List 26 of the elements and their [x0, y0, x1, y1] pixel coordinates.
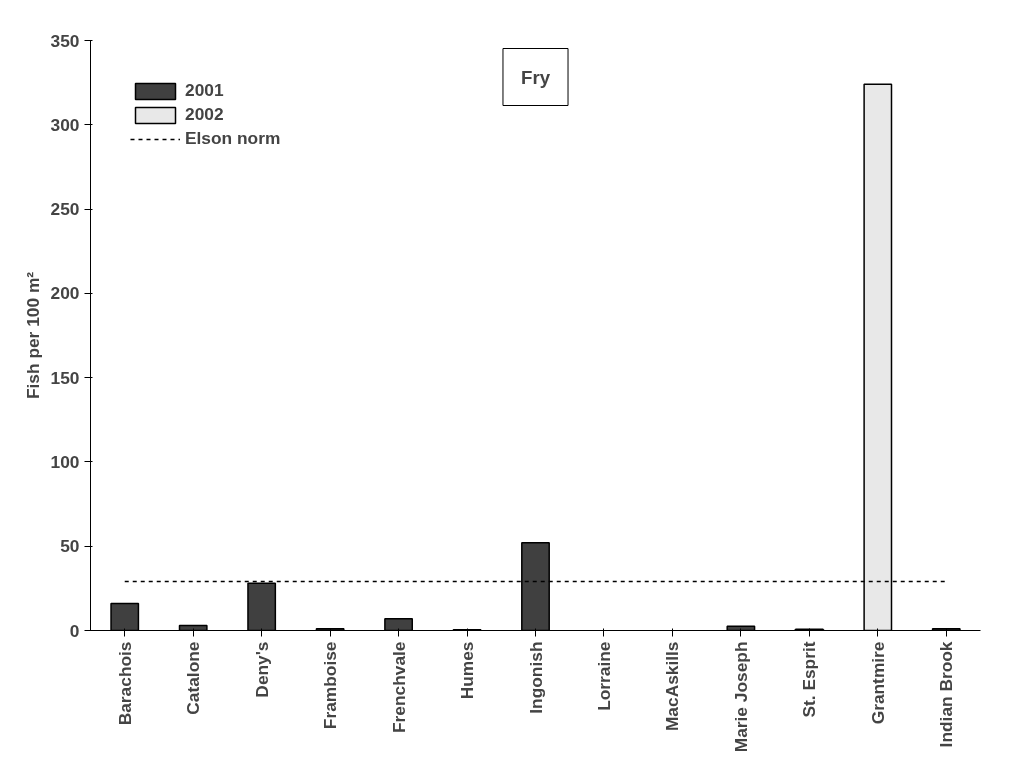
- x-tick-label: Barachois: [114, 641, 135, 726]
- x-tick-label: Marie Joseph: [730, 641, 751, 753]
- text: Fry: [520, 66, 551, 88]
- x-tick-label: MacAskills: [662, 641, 683, 732]
- legend-label: 2001: [185, 80, 224, 101]
- x-tick-label: Catalone: [183, 641, 204, 715]
- x-tick-label: Humes: [457, 641, 478, 700]
- y-tick-label: 200: [50, 283, 80, 304]
- y-tick-label: 150: [50, 367, 80, 388]
- legend-label: Elson norm: [185, 128, 281, 149]
- y-tick-label: 300: [50, 114, 80, 135]
- y-tick-label: 250: [50, 199, 80, 220]
- x-tick-label: Grantmire: [867, 641, 888, 725]
- x-tick-label: Ingonish: [525, 641, 546, 714]
- y-tick-label: 350: [50, 30, 80, 51]
- legend-label: 2002: [185, 104, 224, 125]
- x-tick-label: Frenchvale: [388, 641, 409, 733]
- x-tick-label: Framboise: [320, 641, 341, 730]
- x-tick-label: Lorraine: [593, 641, 614, 711]
- y-tick-label: 50: [60, 536, 80, 557]
- x-tick-label: St. Esprit: [799, 641, 820, 718]
- x-tick-label: Indian Brook: [936, 641, 957, 748]
- y-tick-label: 100: [50, 451, 80, 472]
- y-tick-label: 0: [69, 620, 80, 641]
- x-tick-label: Deny's: [251, 641, 272, 698]
- y-axis-title: Fish per 100 m²: [22, 271, 43, 400]
